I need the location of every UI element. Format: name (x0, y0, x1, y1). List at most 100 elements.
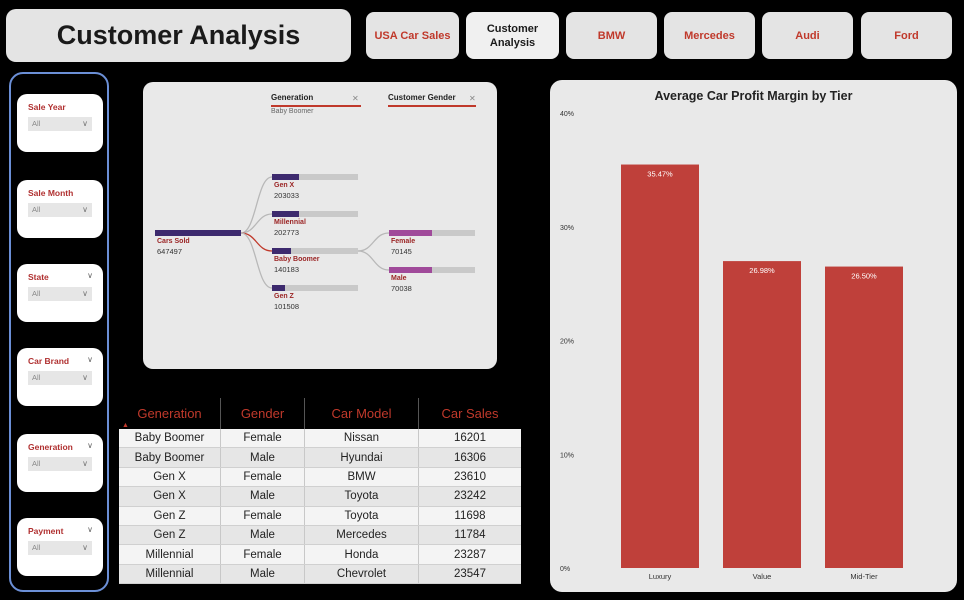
table-row[interactable]: Baby Boomer Male Hyundai 16306 (119, 448, 521, 468)
y-tick-label: 10% (560, 452, 574, 459)
tree-level-header-customer-gender[interactable]: Customer Gender (388, 93, 456, 102)
y-tick-label: 30% (560, 225, 574, 232)
chevron-down-icon: ∨ (82, 119, 88, 128)
slicer-value: All (32, 543, 41, 552)
tree-node-label: Baby Boomer (274, 256, 320, 263)
nav-button-usa-car-sales[interactable]: USA Car Sales (366, 12, 459, 59)
nav-button-ford[interactable]: Ford (861, 12, 952, 59)
table-cell-generation: Gen X (119, 487, 221, 506)
page-title: Customer Analysis (56, 20, 301, 50)
column-header-car-model[interactable]: Car Model (305, 398, 419, 429)
slicer-dropdown-sale-year[interactable]: All ∨ (28, 117, 92, 131)
slicer-label: Car Brand (28, 356, 70, 366)
slicer-value: All (32, 205, 41, 214)
slicer-dropdown-payment[interactable]: All ∨ (28, 541, 92, 555)
y-tick-label: 0% (560, 566, 570, 573)
table-row[interactable]: Gen Z Female Toyota 11698 (119, 506, 521, 526)
slicer-dropdown-state[interactable]: All ∨ (28, 287, 92, 301)
table-row[interactable]: Millennial Male Chevrolet 23547 (119, 564, 521, 585)
profit-margin-chart: Average Car Profit Margin by Tier 0% 10% 2… (550, 80, 957, 592)
tree-node-value: 101508 (274, 302, 300, 311)
chevron-down-icon: ∨ (82, 459, 88, 468)
tree-node-bar-gen-z[interactable] (272, 285, 285, 291)
tree-node-bar-male[interactable] (389, 267, 432, 273)
chevron-down-icon[interactable]: ∨ (87, 441, 93, 450)
tree-level-underline (388, 105, 476, 107)
slicer-value: All (32, 119, 41, 128)
slicer-sale-month: Sale Month All ∨ (17, 180, 103, 238)
table-cell-car-model: Honda (305, 545, 419, 564)
tree-link-gen-z (240, 232, 273, 289)
table-row[interactable]: Millennial Female Honda 23287 (119, 545, 521, 565)
column-header-generation[interactable]: Generation ▲ (119, 398, 221, 429)
chevron-down-icon[interactable]: ∨ (87, 525, 93, 534)
tree-links (155, 174, 475, 291)
tree-node-track-gen-z[interactable] (272, 285, 358, 291)
bar-luxury[interactable] (621, 164, 699, 568)
tree-node-bar-baby-boomer[interactable] (272, 248, 291, 254)
table-row[interactable]: Gen X Male Toyota 23242 (119, 487, 521, 507)
close-icon[interactable]: ✕ (352, 94, 359, 103)
tree-node-bar-millennial[interactable] (272, 211, 299, 217)
slicer-label: Sale Month (28, 188, 74, 198)
tree-node-track-millennial[interactable] (272, 211, 358, 217)
tree-node-value: 70038 (391, 284, 412, 293)
table-row[interactable]: Gen Z Male Mercedes 11784 (119, 525, 521, 546)
table-body: Baby Boomer Female Nissan 16201 Baby Boomer M… (119, 429, 521, 585)
slicer-label: Payment (28, 526, 64, 536)
slicer-dropdown-generation[interactable]: All ∨ (28, 457, 92, 471)
slicer-label: Sale Year (28, 102, 66, 112)
table-cell-car-model: BMW (305, 467, 419, 487)
tree-link-male (357, 250, 390, 271)
chevron-down-icon: ∨ (82, 205, 88, 214)
nav-button-label: BMW (597, 29, 626, 42)
column-header-car-sales[interactable]: Car Sales (441, 406, 499, 421)
tree-node-track-gen-x[interactable] (272, 174, 358, 180)
table-cell-generation: Gen X (119, 467, 221, 487)
tree-node-bar-female[interactable] (389, 230, 432, 236)
tree-node-value: 202773 (274, 228, 300, 237)
nav-button-audi[interactable]: Audi (762, 12, 853, 59)
nav-button-customer-analysis[interactable]: Customer Analysis (466, 12, 559, 59)
nav-button-mercedes[interactable]: Mercedes (664, 12, 755, 59)
slicer-label: State (28, 272, 49, 282)
bar-value[interactable] (723, 261, 801, 568)
tree-node-label: Female (391, 238, 416, 245)
table-cell-car-sales: 23287 (454, 548, 486, 561)
tree-node-bar-gen-x[interactable] (272, 174, 299, 180)
slicer-payment: Payment ∨ All ∨ (17, 518, 103, 576)
nav-button-bmw[interactable]: BMW (566, 12, 657, 59)
table-cell-car-sales: 23242 (454, 490, 486, 503)
chevron-down-icon: ∨ (82, 543, 88, 552)
slicer-dropdown-sale-month[interactable]: All ∨ (28, 203, 92, 217)
column-header-gender[interactable]: Gender (221, 398, 305, 429)
slicer-car-brand: Car Brand ∨ All ∨ (17, 348, 103, 406)
slicer-value: All (32, 289, 41, 298)
chevron-down-icon[interactable]: ∨ (87, 271, 93, 280)
bar-mid-tier[interactable] (825, 266, 903, 568)
chevron-down-icon[interactable]: ∨ (87, 355, 93, 364)
slicer-value: All (32, 459, 41, 468)
tree-level-header-generation[interactable]: Generation (271, 93, 314, 102)
tree-node-label: Millennial (274, 219, 306, 226)
tree-node-value: 70145 (391, 247, 412, 256)
table-row[interactable]: Baby Boomer Female Nissan 16201 (119, 429, 521, 449)
x-tick-label: Value (753, 572, 772, 581)
slicer-sale-year: Sale Year All ∨ (17, 94, 103, 152)
tree-node-label: Gen X (274, 182, 295, 189)
slicer-value: All (32, 373, 41, 382)
tree-level-underline (271, 105, 361, 107)
table-cell-gender: Female (221, 545, 305, 564)
table-cell-car-model: Toyota (305, 487, 419, 506)
table-cell-car-model: Toyota (305, 506, 419, 525)
slicer-dropdown-car-brand[interactable]: All ∨ (28, 371, 92, 385)
nav-button-label: Customer Analysis (486, 22, 539, 49)
tree-node-label: Gen Z (274, 293, 294, 300)
table-row[interactable]: Gen X Female BMW 23610 (119, 467, 521, 488)
table-cell-gender: Male (221, 487, 305, 506)
close-icon[interactable]: ✕ (469, 94, 476, 103)
table-cell-generation: Gen Z (119, 506, 221, 525)
tree-root-bar[interactable] (155, 230, 241, 236)
tree-node-track-baby-boomer[interactable] (272, 248, 358, 254)
